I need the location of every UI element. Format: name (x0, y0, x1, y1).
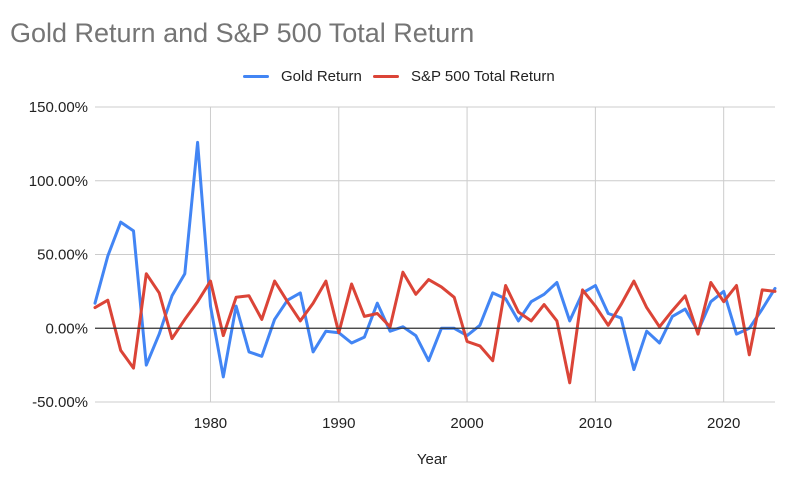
sp500-total-return-line (93, 270, 777, 385)
gold-return-line (93, 140, 777, 379)
chart-title: Gold Return and S&P 500 Total Return (10, 18, 475, 48)
x-tick-label: 1980 (194, 415, 227, 432)
legend-item-gold: Gold Return (243, 66, 362, 86)
y-tick-label: 100.00% (29, 173, 88, 190)
legend-label-gold: Gold Return (281, 67, 362, 85)
legend-item-sp500: S&P 500 Total Return (373, 66, 555, 86)
legend-swatch-sp500 (373, 74, 399, 78)
y-tick-label: 150.00% (29, 99, 88, 116)
x-tick-label: 2020 (707, 415, 740, 432)
y-tick-label: -50.00% (32, 394, 88, 411)
y-tick-label: 50.00% (37, 247, 88, 264)
legend-label-sp500: S&P 500 Total Return (411, 67, 555, 85)
chart-legend: Gold Return S&P 500 Total Return (0, 66, 800, 86)
x-tick-label: 2000 (450, 415, 483, 432)
x-tick-label: 1990 (322, 415, 355, 432)
x-axis-title: Year (417, 451, 447, 468)
y-tick-label: 0.00% (45, 320, 88, 337)
legend-swatch-gold (243, 74, 269, 78)
x-tick-label: 2010 (579, 415, 612, 432)
